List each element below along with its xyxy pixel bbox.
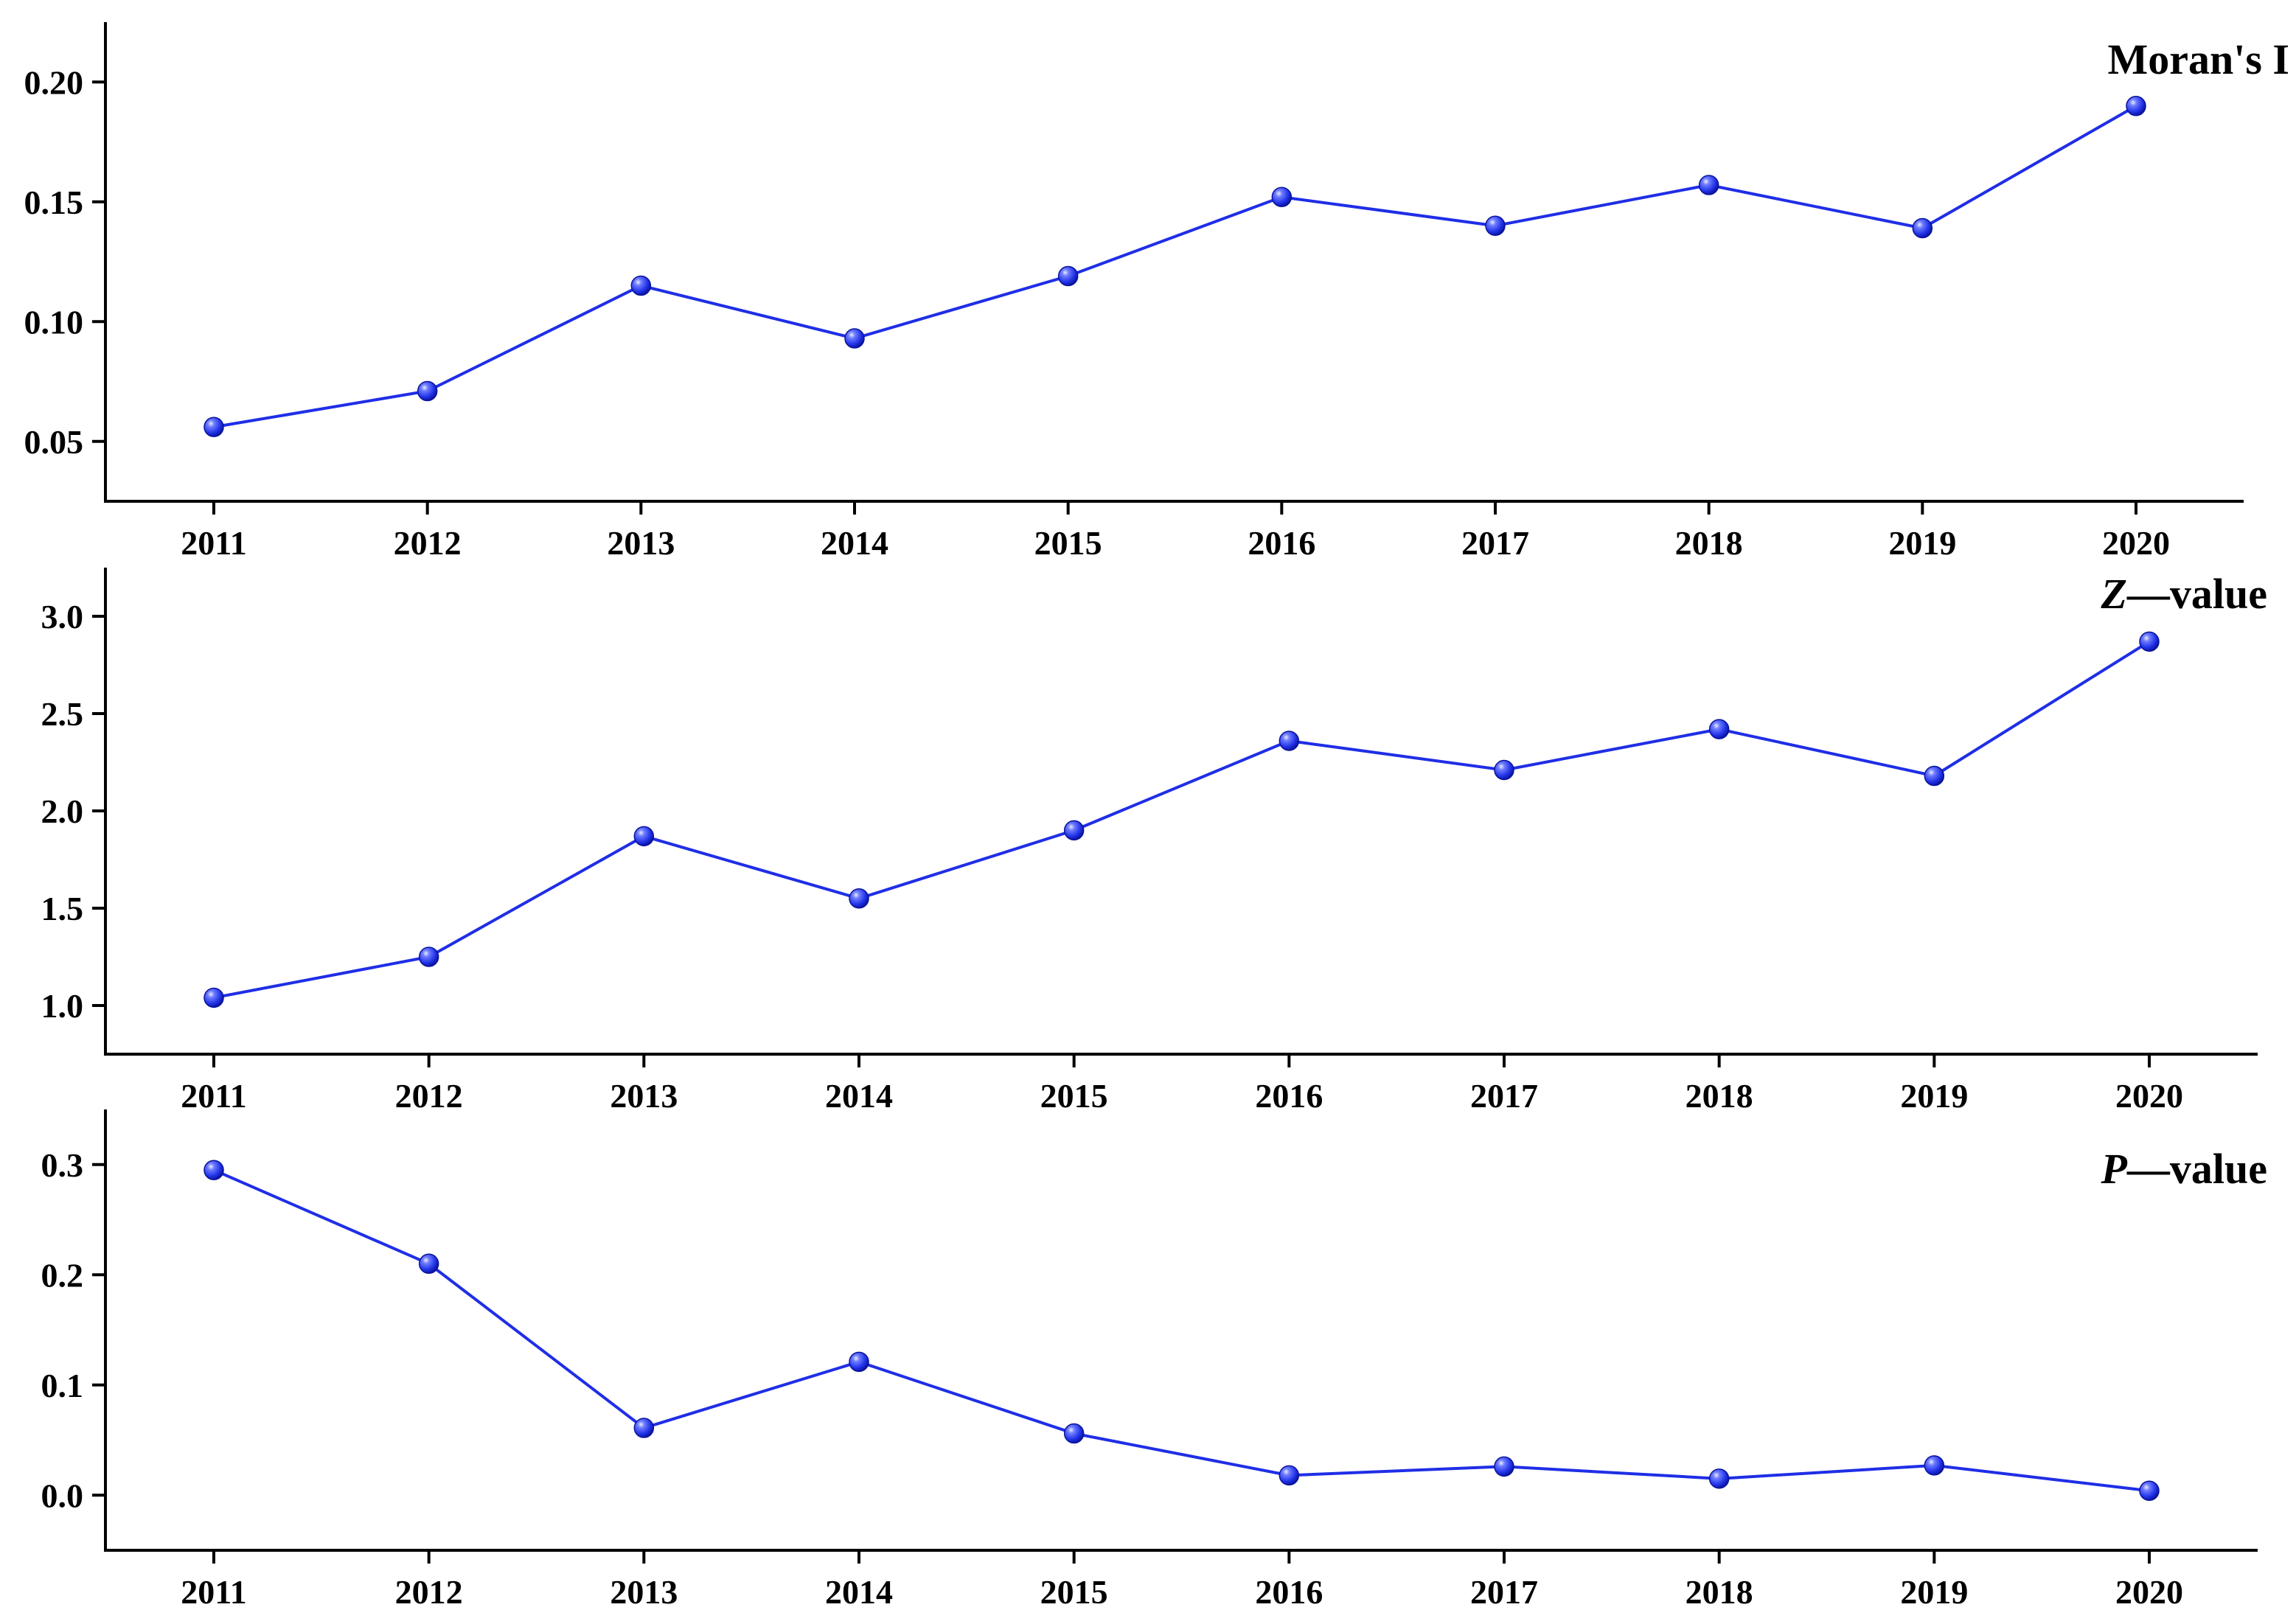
x-tick-label: 2019 [1888,524,1956,562]
x-tick-label: 2013 [610,1077,678,1115]
data-point [1485,215,1506,236]
panel-3: 0.0 0.1 0.2 0.3 2011 2012 2013 2014 2015 2016 2017… [41,1109,2267,1611]
y-tick-label: 0.0 [41,1477,84,1514]
x-tick-label: 2018 [1686,1573,1753,1611]
data-point [1912,217,1933,239]
x-tick-label: 2020 [2115,1573,2183,1611]
x-tick-label: 2018 [1686,1077,1753,1115]
x-tick-label: 2016 [1255,1077,1323,1115]
data-point [203,417,224,437]
data-point [1271,187,1293,207]
data-point [1057,265,1079,287]
series-line [213,105,2137,429]
data-point [630,275,652,296]
data-point [1279,731,1300,751]
x-tick-label: 2013 [610,1573,678,1611]
data-point [1494,759,1514,781]
panel-label-part: Z [2100,570,2126,618]
x-tick-label: 2012 [394,524,462,562]
y-tick-label: 1.5 [41,890,84,927]
y-tick-label: 0.3 [41,1146,84,1184]
data-point [2126,96,2146,116]
y-tick-label: 0.1 [41,1367,84,1404]
data-point [1063,820,1085,841]
panel-1: 0.05 0.10 0.15 0.20 2011 2012 2013 2014 2015 2016… [24,22,2290,562]
y-tick-label: 0.05 [24,423,84,461]
x-tick-label: 2016 [1255,1573,1323,1611]
data-point [849,1351,869,1373]
x-tick-label: 2015 [1034,524,1102,562]
y-tick-label: 0.15 [24,184,84,221]
data-point [1924,765,1945,787]
data-point [1494,1456,1514,1477]
y-tick-label: 0.10 [24,303,84,341]
x-tick-label: 2015 [1040,1077,1108,1115]
x-tick-label: 2011 [181,1573,246,1611]
data-point [203,987,224,1008]
y-tick-label: 1.0 [41,987,84,1025]
series-line [213,640,2151,1000]
x-tick-label: 2011 [181,1077,246,1115]
panel-label-part: Moran's I [2108,35,2290,83]
x-tick-label: 2018 [1675,524,1743,562]
x-tick-label: 2017 [1470,1077,1538,1115]
data-point [1279,1465,1300,1486]
data-point [417,380,438,402]
data-point [1063,1423,1085,1444]
x-tick-label: 2012 [395,1573,463,1611]
data-point [1708,719,1730,739]
data-point [1924,1455,1945,1476]
y-tick-label: 3.0 [41,598,84,635]
x-tick-label: 2017 [1470,1573,1538,1611]
y-tick-label: 0.2 [41,1256,84,1294]
data-point [203,1160,224,1180]
x-tick-label: 2019 [1900,1077,1968,1115]
x-tick-label: 2020 [2115,1077,2183,1115]
x-tick-label: 2011 [181,524,246,562]
data-point [2139,1480,2160,1502]
x-tick-label: 2014 [825,1077,893,1115]
panel-2: 1.0 1.5 2.0 2.5 3.0 2011 2012 2013 2014 2015 2016 2… [41,568,2267,1115]
data-point [2139,631,2160,652]
x-tick-label: 2013 [607,524,675,562]
panel-label-part: —value [2126,1145,2267,1193]
y-tick-label: 0.20 [24,63,84,101]
data-point [1698,175,1719,195]
x-tick-label: 2015 [1040,1573,1108,1611]
data-point [418,1253,439,1275]
panel-label-part: —value [2126,570,2267,618]
panel-label: P—value [2100,1145,2267,1193]
y-tick-label: 2.5 [41,695,84,733]
data-point [844,328,865,349]
data-point [418,947,439,967]
panel-label: Moran's I [2108,35,2290,83]
panel-label: Z—value [2100,570,2267,618]
x-tick-label: 2016 [1248,524,1315,562]
data-point [633,1418,655,1438]
x-tick-label: 2014 [825,1573,893,1611]
panel-label-part: P [2100,1145,2127,1193]
x-tick-label: 2017 [1461,524,1529,562]
data-point [633,826,655,847]
data-point [849,888,869,909]
series-line [213,1168,2150,1493]
x-tick-label: 2012 [395,1077,463,1115]
x-tick-label: 2020 [2102,524,2170,562]
x-tick-label: 2014 [821,524,888,562]
y-tick-label: 2.0 [41,792,84,830]
x-tick-label: 2019 [1900,1573,1968,1611]
data-point [1708,1468,1730,1489]
